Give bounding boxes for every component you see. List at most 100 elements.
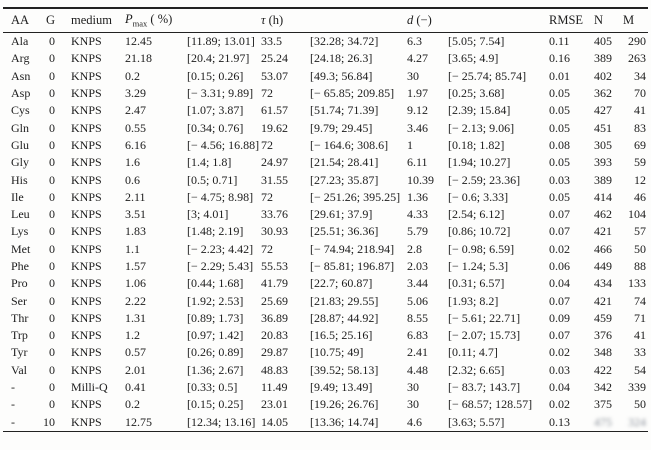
cell-medium: KNPS xyxy=(71,241,102,256)
cell-tau_ci: [− 251.26; 395.25] xyxy=(310,189,401,204)
cell-tau: 33.5 xyxy=(261,34,282,49)
cell-g: 0 xyxy=(49,155,55,170)
cell-d_ci: [2.32; 6.65] xyxy=(448,362,505,377)
cell-tau: 55.53 xyxy=(261,259,288,273)
cell-m: 71 xyxy=(634,310,646,325)
cell-n: 405 xyxy=(594,34,612,49)
cell-tau_ci: [29.61; 37.9] xyxy=(310,207,373,222)
pmax-symbol: P xyxy=(125,12,133,27)
table-body: Ala 0 KNPS 12.45 [11.89; 13.01] 33.5 [32.28; 3… xyxy=(3,33,648,432)
cell-m: 324 xyxy=(628,414,646,429)
table-row: Asp 0 KNPS 3.29 [− 3.31; 9.89] 72 [− 65.85; 20… xyxy=(3,85,648,102)
cell-g: 0 xyxy=(49,276,55,291)
cell-medium: KNPS xyxy=(71,397,102,412)
table-header-row: AA G medium Pmax ( %) τ (h) d (−) RMSE N… xyxy=(3,8,648,33)
cell-d: 8.55 xyxy=(407,310,428,325)
cell-rmse: 0.03 xyxy=(549,172,570,187)
table-row: Val 0 KNPS 2.01 [1.36; 2.67] 48.83 [39.52; 58.… xyxy=(3,362,648,379)
cell-pmax_ci: [1.4; 1.8] xyxy=(187,155,232,170)
cell-d_ci: [− 0.6; 3.33] xyxy=(448,189,509,204)
cell-tau_ci: [19.26; 26.76] xyxy=(310,397,379,412)
cell-aa: Glu xyxy=(11,137,29,152)
cell-n: 475 xyxy=(594,414,612,429)
cell-tau_ci: [39.52; 58.13] xyxy=(310,362,379,377)
cell-d_ci: [0.25; 3.68] xyxy=(448,86,505,101)
cell-n: 305 xyxy=(594,137,612,152)
cell-m: 59 xyxy=(634,155,646,170)
cell-pmax_ci: [0.34; 0.76] xyxy=(187,120,244,135)
cell-g: 0 xyxy=(49,293,55,308)
cell-d_ci: [3.65; 4.9] xyxy=(448,51,499,66)
cell-tau_ci: [9.49; 13.49] xyxy=(310,380,373,395)
cell-tau_ci: [25.51; 36.36] xyxy=(310,224,379,239)
cell-n: 462 xyxy=(594,207,612,222)
cell-n: 402 xyxy=(594,68,612,83)
table-row: Gln 0 KNPS 0.55 [0.34; 0.76] 19.62 [9.79; 29.4… xyxy=(3,119,648,136)
table-row: Trp 0 KNPS 1.2 [0.97; 1.42] 20.83 [16.5; 25.16… xyxy=(3,327,648,344)
cell-medium: KNPS xyxy=(71,207,102,222)
cell-pmax: 1.31 xyxy=(125,310,146,325)
cell-tau_ci: [27.23; 35.87] xyxy=(310,172,379,187)
table-row: Ile 0 KNPS 2.11 [− 4.75; 8.98] 72 [− 251.26; 3… xyxy=(3,189,648,206)
cell-medium: KNPS xyxy=(71,137,102,152)
cell-tau: 30.93 xyxy=(261,224,288,239)
cell-pmax_ci: [0.33; 0.5] xyxy=(187,380,238,395)
cell-tau_ci: [10.75; 49] xyxy=(310,345,364,360)
cell-pmax: 1.06 xyxy=(125,276,146,291)
cell-rmse: 0.03 xyxy=(549,362,570,377)
cell-d_ci: [− 2.59; 23.36] xyxy=(448,172,521,187)
cell-n: 362 xyxy=(594,86,612,101)
table-row: Tyr 0 KNPS 0.57 [0.26; 0.89] 29.87 [10.75; 49]… xyxy=(3,344,648,361)
cell-aa: Asp xyxy=(11,86,31,101)
cell-rmse: 0.11 xyxy=(549,34,570,49)
cell-aa: Val xyxy=(11,362,27,377)
table-row: Phe 0 KNPS 1.57 [− 2.29; 5.43] 55.53 [− 85.81;… xyxy=(3,258,648,275)
cell-aa: Ile xyxy=(11,189,24,204)
cell-pmax_ci: [0.89; 1.73] xyxy=(187,310,244,325)
cell-d_ci: [− 2.13; 9.06] xyxy=(448,120,515,135)
cell-d: 3.44 xyxy=(407,276,428,291)
cell-g: 0 xyxy=(49,120,55,135)
cell-rmse: 0.05 xyxy=(549,103,570,118)
cell-medium: Milli-Q xyxy=(71,380,108,395)
cell-d_ci: [− 1.24; 5.3] xyxy=(448,259,509,273)
cell-pmax: 2.47 xyxy=(125,103,146,118)
cell-g: 0 xyxy=(49,328,55,343)
cell-g: 0 xyxy=(49,380,55,395)
cell-d_ci: [− 2.07; 15.73] xyxy=(448,328,521,343)
cell-m: 46 xyxy=(634,189,646,204)
cell-d_ci: [− 5.61; 22.71] xyxy=(448,310,521,325)
cell-d_ci: [1.93; 8.2] xyxy=(448,293,499,308)
cell-g: 0 xyxy=(49,172,55,187)
cell-g: 0 xyxy=(49,397,55,412)
cell-n: 375 xyxy=(594,397,612,412)
cell-d: 4.48 xyxy=(407,362,428,377)
cell-rmse: 0.05 xyxy=(549,189,570,204)
table-row: Pro 0 KNPS 1.06 [0.44; 1.68] 41.79 [22.7; 60.8… xyxy=(3,275,648,292)
cell-pmax_ci: [1.07; 3.87] xyxy=(187,103,244,118)
cell-g: 0 xyxy=(49,259,55,273)
cell-pmax_ci: [0.5; 0.71] xyxy=(187,172,238,187)
table-row: Cys 0 KNPS 2.47 [1.07; 3.87] 61.57 [51.74; 71.… xyxy=(3,102,648,119)
cell-n: 434 xyxy=(594,276,612,291)
cell-pmax: 0.2 xyxy=(125,397,140,412)
cell-pmax_ci: [11.89; 13.01] xyxy=(187,34,255,49)
cell-d: 2.41 xyxy=(407,345,428,360)
cell-m: 50 xyxy=(634,397,646,412)
col-header-tau: τ (h) xyxy=(259,8,405,33)
cell-pmax: 3.29 xyxy=(125,86,146,101)
cell-pmax_ci: [− 3.31; 9.89] xyxy=(187,86,254,101)
cell-tau_ci: [13.36; 14.74] xyxy=(310,414,379,429)
cell-d: 6.3 xyxy=(407,34,422,49)
cell-rmse: 0.02 xyxy=(549,397,570,412)
cell-rmse: 0.13 xyxy=(549,414,570,429)
pmax-subscript: max xyxy=(132,18,148,29)
cell-aa: Ala xyxy=(11,34,29,49)
cell-g: 0 xyxy=(49,224,55,239)
cell-rmse: 0.07 xyxy=(549,293,570,308)
cell-medium: KNPS xyxy=(71,86,102,101)
cell-pmax_ci: [0.15; 0.26] xyxy=(187,68,244,83)
cell-pmax_ci: [− 4.56; 16.88] xyxy=(187,137,259,152)
cell-rmse: 0.16 xyxy=(549,51,570,66)
